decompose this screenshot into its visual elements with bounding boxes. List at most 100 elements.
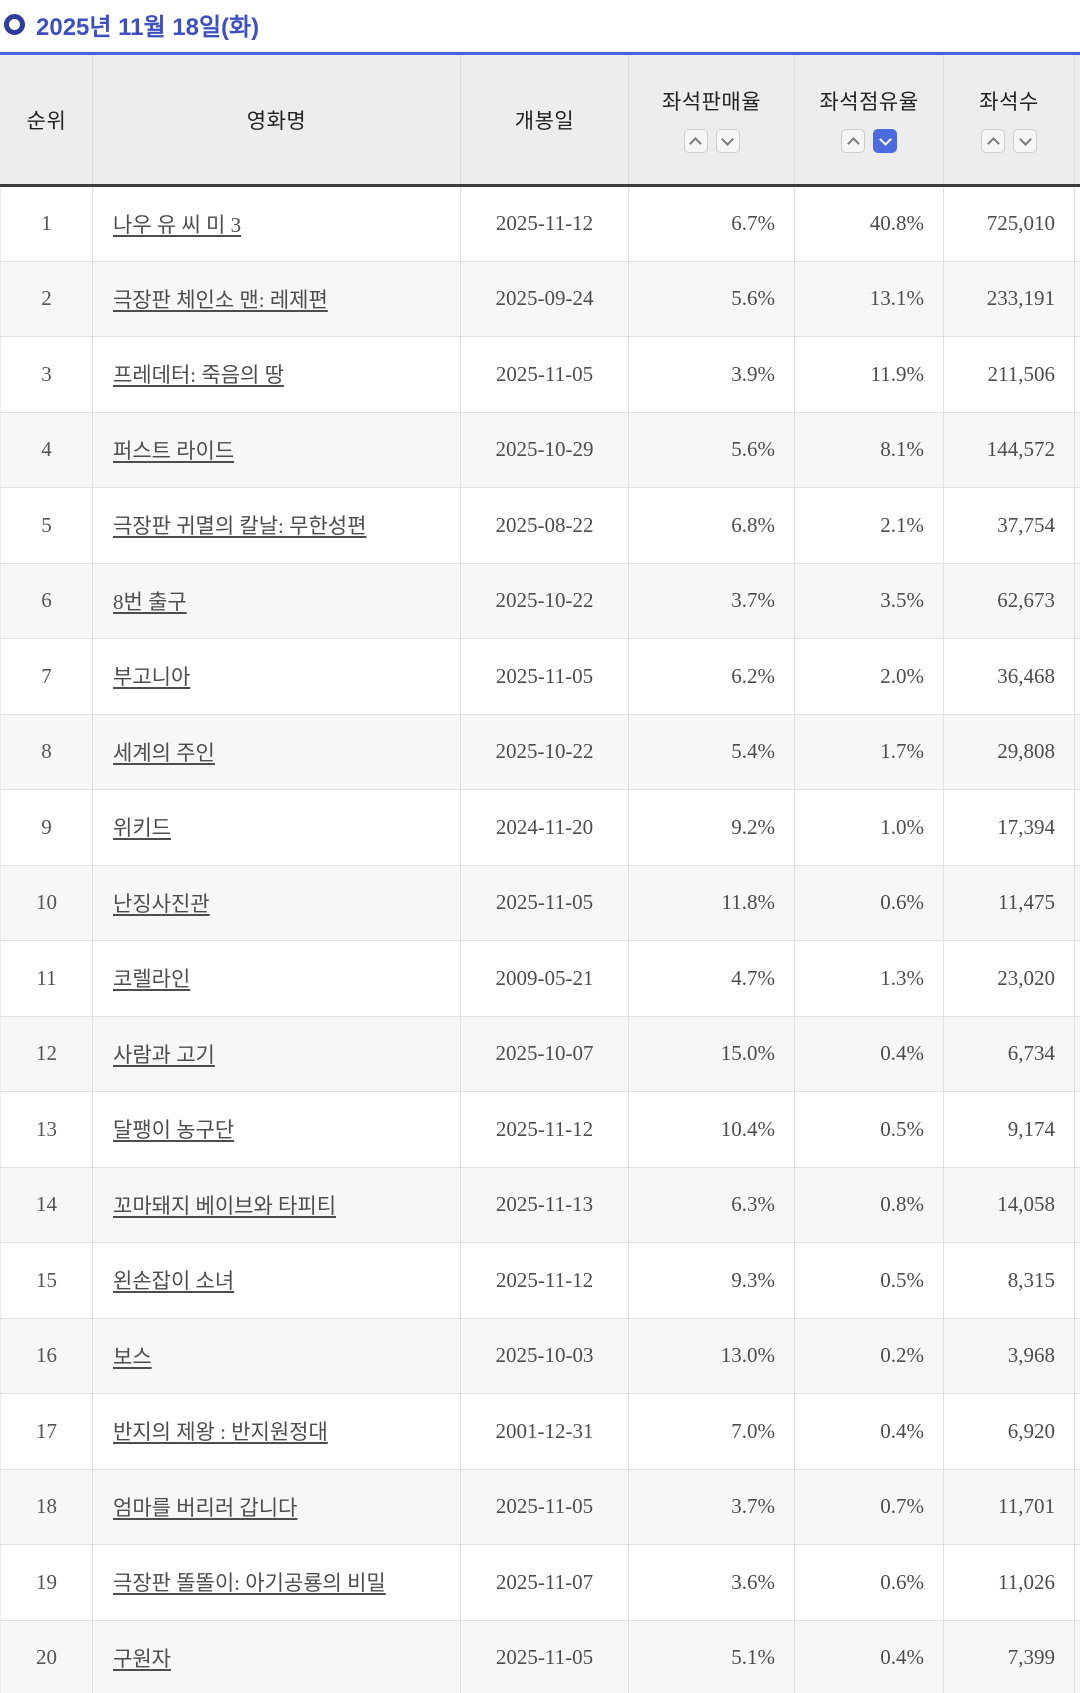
seat-count-cell: 62,673 xyxy=(943,563,1075,639)
movie-title-cell: 프레데터: 죽음의 땅 xyxy=(92,336,461,413)
seat-count-cell: 37,754 xyxy=(943,487,1075,564)
column-header-clipped xyxy=(1074,53,1080,187)
seat-sales-rate-cell: 6.3% xyxy=(628,1167,795,1243)
sort-desc-button-seat-sales-rate[interactable] xyxy=(715,129,740,153)
clipped-cell xyxy=(1074,487,1080,564)
clipped-cell xyxy=(1074,1016,1080,1092)
clipped-cell xyxy=(1074,1393,1080,1470)
seat-sales-rate-cell: 3.7% xyxy=(628,563,795,639)
release-date-cell: 2025-10-07 xyxy=(460,1016,629,1092)
clipped-cell xyxy=(1074,1242,1080,1319)
clipped-cell xyxy=(1074,789,1080,866)
table-row: 14 꼬마돼지 베이브와 타피티 2025-11-13 6.3% 0.8% 14… xyxy=(0,1167,1080,1243)
movie-title-link[interactable]: 프레데터: 죽음의 땅 xyxy=(113,363,284,388)
seat-sales-rate-cell: 13.0% xyxy=(628,1318,795,1394)
movies-table: 순위 영화명 개봉일 좌석판매율 xyxy=(0,52,1080,1693)
seat-count-cell: 14,058 xyxy=(943,1167,1075,1243)
movie-title-cell: 왼손잡이 소녀 xyxy=(92,1242,461,1319)
rank-cell: 4 xyxy=(0,412,93,488)
release-date-cell: 2024-11-20 xyxy=(460,789,629,866)
clipped-cell xyxy=(1074,714,1080,790)
seat-sales-rate-cell: 4.7% xyxy=(628,940,795,1017)
movie-title-link[interactable]: 8번 출구 xyxy=(113,589,187,614)
table-row: 5 극장판 귀멸의 칼날: 무한성편 2025-08-22 6.8% 2.1% … xyxy=(0,487,1080,564)
movie-title-link[interactable]: 나우 유 씨 미 3 xyxy=(113,212,242,237)
seat-sales-rate-cell: 5.1% xyxy=(628,1620,795,1693)
seat-sales-rate-cell: 3.9% xyxy=(628,336,795,413)
column-header-release-date: 개봉일 xyxy=(460,53,629,187)
table-row: 1 나우 유 씨 미 3 2025-11-12 6.7% 40.8% 725,0… xyxy=(0,185,1080,262)
seat-sales-rate-cell: 3.7% xyxy=(628,1469,795,1545)
movie-title-link[interactable]: 부고니아 xyxy=(113,665,191,690)
release-date-cell: 2025-11-05 xyxy=(460,865,629,941)
movie-title-link[interactable]: 극장판 똘똘이: 아기공룡의 비밀 xyxy=(113,1571,386,1596)
clipped-cell xyxy=(1074,1167,1080,1243)
table-row: 8 세계의 주인 2025-10-22 5.4% 1.7% 29,808 xyxy=(0,714,1080,790)
release-date-cell: 2025-11-12 xyxy=(460,1242,629,1319)
release-date-cell: 2025-11-05 xyxy=(460,1469,629,1545)
sort-desc-button-seat-occupancy[interactable] xyxy=(873,129,897,153)
movie-title-link[interactable]: 세계의 주인 xyxy=(113,740,215,765)
seat-occupancy-cell: 40.8% xyxy=(794,185,944,262)
seat-sales-rate-cell: 11.8% xyxy=(628,865,795,941)
movie-title-link[interactable]: 엄마를 버리러 갑니다 xyxy=(113,1495,298,1520)
column-header-seat-occupancy: 좌석점유율 xyxy=(794,53,944,187)
seat-count-cell: 11,475 xyxy=(943,865,1075,941)
movie-title-link[interactable]: 사람과 고기 xyxy=(113,1042,215,1067)
movie-title-cell: 보스 xyxy=(92,1318,461,1394)
movie-title-cell: 극장판 귀멸의 칼날: 무한성편 xyxy=(92,487,461,564)
clipped-cell xyxy=(1074,638,1080,715)
sort-asc-button-seat-count[interactable] xyxy=(981,129,1005,153)
release-date-cell: 2025-10-22 xyxy=(460,714,629,790)
rank-cell: 3 xyxy=(0,336,93,413)
movie-title-link[interactable]: 위키드 xyxy=(113,816,171,841)
column-header-seat-sales-rate: 좌석판매율 xyxy=(628,53,795,187)
movie-title-link[interactable]: 왼손잡이 소녀 xyxy=(113,1269,235,1294)
movie-title-link[interactable]: 극장판 귀멸의 칼날: 무한성편 xyxy=(113,514,367,539)
seat-sales-rate-cell: 6.8% xyxy=(628,487,795,564)
movie-title-link[interactable]: 달팽이 농구단 xyxy=(113,1118,235,1143)
seat-sales-rate-cell: 6.2% xyxy=(628,638,795,715)
sort-asc-button-seat-occupancy[interactable] xyxy=(841,129,865,153)
table-row: 19 극장판 똘똘이: 아기공룡의 비밀 2025-11-07 3.6% 0.6… xyxy=(0,1544,1080,1621)
sort-desc-button-seat-count[interactable] xyxy=(1013,129,1037,153)
sort-asc-button-seat-sales-rate[interactable] xyxy=(683,129,708,153)
seat-sales-rate-cell: 5.4% xyxy=(628,714,795,790)
clipped-cell xyxy=(1074,563,1080,639)
movie-title-link[interactable]: 반지의 제왕 : 반지원정대 xyxy=(113,1420,328,1445)
table-row: 13 달팽이 농구단 2025-11-12 10.4% 0.5% 9,174 xyxy=(0,1091,1080,1168)
seat-count-cell: 6,734 xyxy=(943,1016,1075,1092)
movie-title-link[interactable]: 보스 xyxy=(113,1344,152,1369)
rank-cell: 2 xyxy=(0,261,93,337)
seat-count-cell: 6,920 xyxy=(943,1393,1075,1470)
chevron-down-icon xyxy=(1018,132,1032,146)
seat-occupancy-cell: 0.4% xyxy=(794,1620,944,1693)
table-row: 18 엄마를 버리러 갑니다 2025-11-05 3.7% 0.7% 11,7… xyxy=(0,1469,1080,1545)
column-header-movie-title: 영화명 xyxy=(92,53,461,187)
movie-title-cell: 반지의 제왕 : 반지원정대 xyxy=(92,1393,461,1470)
table-row: 12 사람과 고기 2025-10-07 15.0% 0.4% 6,734 xyxy=(0,1016,1080,1092)
release-date-cell: 2025-11-07 xyxy=(460,1544,629,1621)
seat-sales-rate-cell: 6.7% xyxy=(628,185,795,262)
table-header-row: 순위 영화명 개봉일 좌석판매율 xyxy=(0,53,1080,187)
movie-title-link[interactable]: 꼬마돼지 베이브와 타피티 xyxy=(113,1193,337,1218)
movie-title-cell: 코렐라인 xyxy=(92,940,461,1017)
seat-occupancy-cell: 1.3% xyxy=(794,940,944,1017)
movie-title-cell: 구원자 xyxy=(92,1620,461,1693)
movie-title-link[interactable]: 코렐라인 xyxy=(113,967,191,992)
seat-occupancy-cell: 3.5% xyxy=(794,563,944,639)
seat-occupancy-cell: 1.0% xyxy=(794,789,944,866)
movie-title-link[interactable]: 퍼스트 라이드 xyxy=(113,438,235,463)
column-header-rank: 순위 xyxy=(0,53,93,187)
release-date-cell: 2025-08-22 xyxy=(460,487,629,564)
chevron-up-icon xyxy=(846,136,860,150)
movie-title-link[interactable]: 난징사진관 xyxy=(113,891,210,916)
movie-title-cell: 극장판 똘똘이: 아기공룡의 비밀 xyxy=(92,1544,461,1621)
movie-title-link[interactable]: 극장판 체인소 맨: 레제편 xyxy=(113,287,328,312)
movie-title-cell: 극장판 체인소 맨: 레제편 xyxy=(92,261,461,337)
release-date-cell: 2025-10-29 xyxy=(460,412,629,488)
seat-sales-rate-cell: 5.6% xyxy=(628,412,795,488)
seat-occupancy-cell: 0.6% xyxy=(794,865,944,941)
movie-title-link[interactable]: 구원자 xyxy=(113,1646,171,1671)
clipped-cell xyxy=(1074,261,1080,337)
